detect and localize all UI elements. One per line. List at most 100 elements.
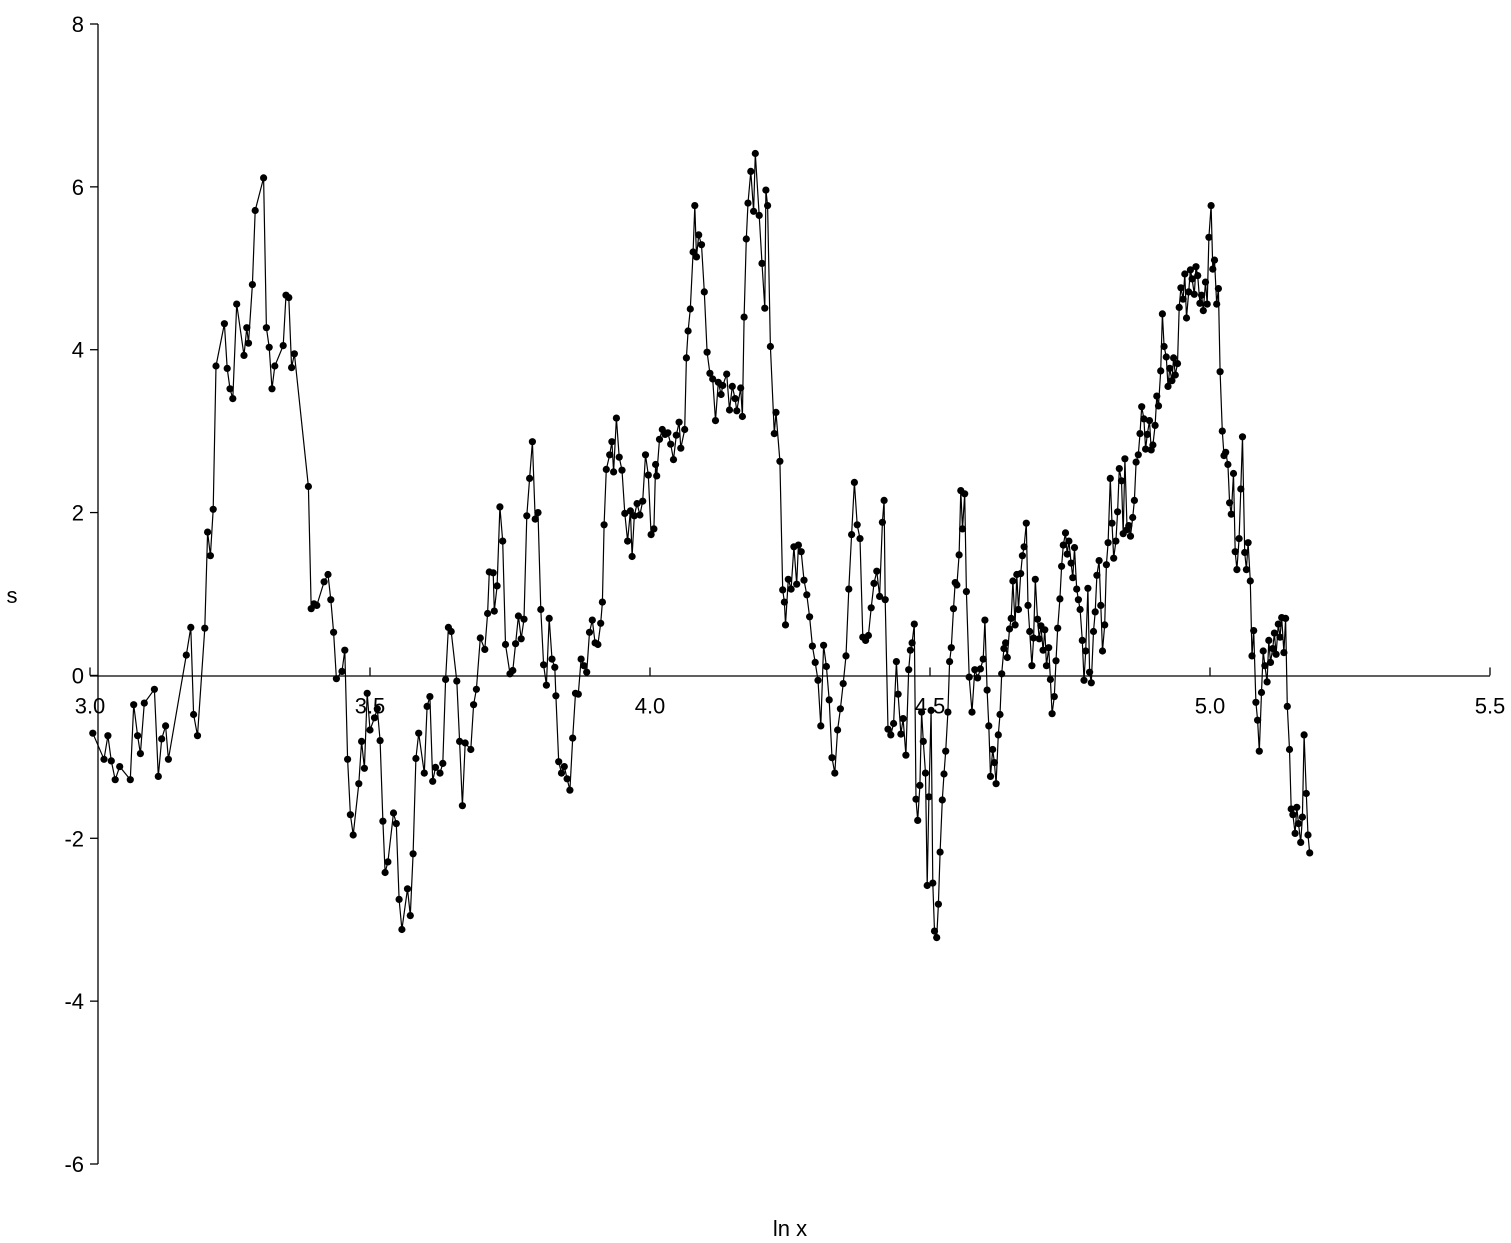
data-point [1254, 716, 1262, 724]
data-point [1175, 303, 1183, 311]
data-point [341, 646, 349, 654]
data-point [392, 820, 400, 828]
data-point [130, 701, 138, 709]
data-point [968, 708, 976, 716]
data-point [850, 478, 859, 486]
data-point [442, 675, 450, 684]
y-ticks: 8 6 4 2 0 -2 -4 -6 [64, 12, 98, 1177]
data-point [313, 601, 321, 610]
data-point [641, 451, 650, 459]
data-point [1110, 554, 1118, 562]
data-point [520, 615, 528, 623]
data-point [1235, 535, 1243, 543]
data-point [994, 731, 1002, 739]
data-point [1246, 577, 1254, 585]
y-tick-label: 4 [72, 338, 84, 363]
data-point [800, 576, 808, 584]
data-point [873, 567, 881, 575]
data-point [426, 693, 434, 701]
data-point [1188, 275, 1196, 283]
data-point [220, 320, 228, 328]
data-point [537, 605, 545, 614]
data-point [831, 769, 839, 777]
data-point [453, 677, 461, 685]
data-point [1078, 636, 1086, 645]
data-point [751, 149, 759, 158]
data-point [839, 680, 847, 688]
data-point [1179, 295, 1187, 303]
data-point [370, 714, 379, 722]
data-point [772, 408, 780, 416]
data-point [1196, 299, 1204, 307]
data-point [1214, 285, 1222, 293]
data-point [856, 535, 864, 543]
data-point [190, 710, 198, 719]
data-point [490, 607, 498, 615]
data-point [154, 772, 162, 781]
data-point [728, 382, 736, 390]
data-point [1005, 625, 1014, 633]
data-point [1026, 627, 1034, 636]
data-point [695, 231, 703, 239]
data-point [709, 375, 717, 383]
data-point [1257, 688, 1266, 697]
data-point [379, 817, 387, 825]
data-point [1216, 368, 1224, 376]
data-point [990, 759, 999, 767]
data-point [1168, 377, 1176, 385]
data-point [204, 528, 212, 536]
data-point [1063, 550, 1071, 558]
data-point [930, 927, 939, 935]
data-point [89, 729, 97, 737]
data-point [384, 858, 392, 866]
data-point [618, 466, 626, 474]
data-point [1134, 451, 1142, 459]
x-tick-label: 5.5 [1475, 693, 1506, 718]
data-point [1157, 367, 1165, 375]
data-point [409, 850, 417, 858]
data-point [395, 895, 403, 904]
data-point [182, 651, 190, 659]
data-point [776, 457, 784, 465]
data-point [853, 521, 861, 529]
data-point [389, 809, 398, 817]
data-point [664, 429, 672, 437]
data-point [1269, 645, 1277, 653]
data-point [1070, 544, 1079, 552]
data-point [1140, 415, 1148, 423]
data-point [598, 598, 607, 606]
data-point [540, 661, 548, 669]
data-point [1087, 679, 1095, 687]
data-point [667, 440, 675, 448]
data-point [1098, 647, 1107, 655]
data-point [1130, 496, 1138, 504]
data-point [914, 816, 922, 825]
data-point [731, 395, 739, 403]
data-point [761, 304, 769, 312]
data-point [580, 662, 588, 670]
data-point [501, 640, 510, 649]
data-point [1054, 624, 1062, 632]
data-point [1173, 360, 1182, 368]
data-point [150, 685, 158, 693]
data-point [223, 364, 231, 372]
data-point [624, 537, 632, 545]
data-point [880, 496, 888, 504]
data-point [723, 370, 731, 378]
data-point [1125, 522, 1133, 530]
data-point [1293, 803, 1301, 811]
data-point [1171, 371, 1179, 379]
data-point [787, 585, 795, 593]
data-point [542, 681, 551, 689]
data-point [1166, 364, 1174, 372]
data-point [514, 612, 523, 620]
data-point [925, 793, 933, 801]
y-tick-label: -2 [64, 826, 84, 851]
data-point [429, 777, 437, 785]
data-point [762, 186, 770, 194]
data-point [332, 675, 340, 683]
data-point [630, 512, 638, 520]
data-point [692, 253, 701, 261]
data-point [916, 781, 924, 790]
data-point [942, 747, 950, 755]
